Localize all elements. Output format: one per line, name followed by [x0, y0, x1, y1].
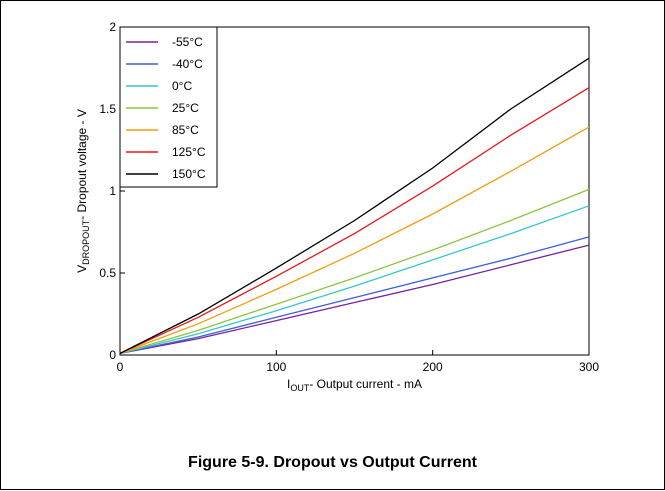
legend-label: 85°C — [172, 123, 199, 137]
series-line — [119, 87, 590, 354]
legend-box — [119, 26, 218, 188]
top-rule — [0, 0, 665, 1]
series-line — [119, 57, 590, 354]
y-axis-label: VDROPOUT- Dropout voltage - V — [75, 109, 91, 273]
legend-label: 0°C — [172, 79, 192, 93]
legend-label: 125°C — [172, 145, 206, 159]
y-tick-label: 2 — [109, 20, 116, 34]
y-tick-label: 0 — [109, 348, 116, 362]
y-tick-label: 0.5 — [99, 266, 116, 280]
series-line — [119, 236, 590, 355]
x-tick-label: 200 — [423, 360, 443, 374]
legend-label: -40°C — [172, 57, 203, 71]
series-line — [119, 126, 590, 355]
legend-label: 150°C — [172, 167, 206, 181]
legend-label: 25°C — [172, 101, 199, 115]
series-line — [119, 188, 590, 355]
y-tick-label: 1.5 — [99, 102, 116, 116]
series-line — [119, 205, 590, 355]
x-tick-label: 0 — [117, 360, 124, 374]
y-tick-label: 1 — [109, 184, 116, 198]
figure-caption: Figure 5-9. Dropout vs Output Current — [188, 454, 477, 471]
series-line — [119, 244, 590, 355]
x-axis-label: IOUT- Output current - mA — [287, 377, 422, 393]
x-tick-label: 300 — [579, 360, 599, 374]
x-tick-label: 100 — [266, 360, 286, 374]
legend-label: -55°C — [172, 35, 203, 49]
